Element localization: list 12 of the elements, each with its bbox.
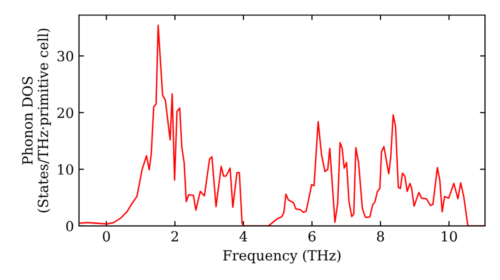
y-tick-label: 30 <box>58 50 74 62</box>
y-tick-label: 20 <box>57 108 74 118</box>
x-tick-label: 4 <box>239 231 248 242</box>
y-tick-label: 0 <box>66 220 74 232</box>
x-tick-label: 6 <box>308 231 316 242</box>
x-axis-title: Frequency (THz) <box>223 250 340 264</box>
x-tick-label: 10 <box>442 231 457 242</box>
y-axis-title: Phonon DOS (States/THz·primitive cell) <box>22 28 51 212</box>
y-tick-label: 10 <box>58 164 74 175</box>
x-tick-label: 8 <box>377 231 384 242</box>
x-tick-label: 0 <box>102 231 110 242</box>
x-tick-label: 2 <box>171 231 178 242</box>
